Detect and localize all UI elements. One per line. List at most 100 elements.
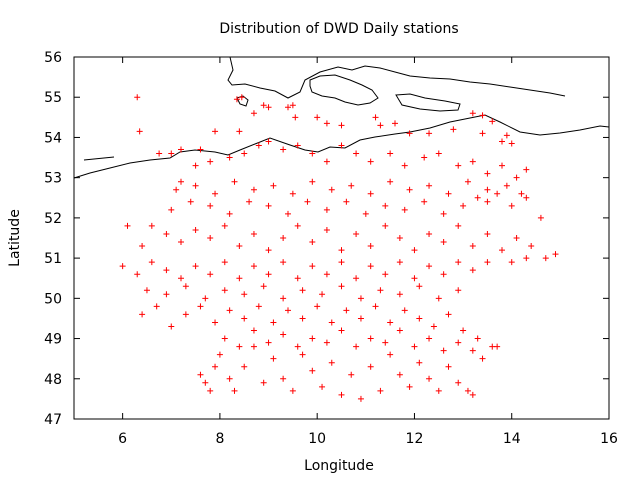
station-marker [479, 355, 486, 362]
station-marker [221, 335, 228, 342]
station-marker [241, 291, 248, 298]
station-marker [435, 387, 442, 394]
station-marker [484, 170, 491, 177]
station-marker [484, 186, 491, 193]
station-marker [484, 259, 491, 266]
station-marker [207, 271, 214, 278]
station-marker [401, 206, 408, 213]
station-marker [357, 315, 364, 322]
station-marker [299, 315, 306, 322]
station-marker [285, 210, 291, 217]
station-marker [197, 303, 204, 310]
station-marker [173, 186, 180, 193]
station-marker [508, 140, 515, 147]
station-marker [299, 351, 306, 358]
station-marker [455, 222, 462, 229]
station-marker [255, 142, 262, 149]
station-marker [241, 363, 248, 370]
station-marker [377, 122, 384, 129]
station-marker [367, 363, 374, 370]
station-marker [469, 391, 476, 398]
station-marker [396, 259, 403, 266]
station-marker [357, 295, 364, 302]
station-marker [178, 239, 184, 246]
station-marker [236, 128, 243, 135]
station-marker [499, 162, 505, 169]
station-marker [319, 291, 326, 298]
station-marker [323, 158, 330, 165]
station-marker [542, 255, 549, 262]
station-marker [392, 120, 398, 127]
station-marker [178, 146, 184, 153]
station-marker [338, 247, 345, 254]
station-marker [416, 315, 423, 322]
station-marker [134, 271, 141, 278]
station-marker [139, 311, 146, 318]
coastline-danish-island [309, 74, 379, 106]
station-marker [294, 142, 301, 149]
station-marker [338, 122, 345, 129]
station-marker [484, 230, 491, 237]
x-tick-label: 12 [406, 431, 424, 447]
station-marker [294, 343, 301, 350]
station-marker [309, 150, 316, 157]
station-marker [156, 150, 163, 157]
station-marker [323, 226, 330, 233]
coastline-north-sea [73, 114, 610, 179]
station-marker [387, 319, 394, 326]
station-marker [503, 182, 510, 189]
station-marker [469, 110, 476, 117]
station-marker [489, 118, 496, 125]
axis-ticks [73, 56, 610, 420]
station-marker [469, 243, 476, 250]
station-marker [523, 194, 530, 201]
station-marker [455, 162, 462, 169]
station-marker [265, 138, 272, 145]
station-marker [455, 379, 462, 386]
station-marker [231, 178, 238, 185]
station-marker [464, 387, 471, 394]
station-marker [440, 239, 447, 246]
y-tick-label: 53 [44, 171, 62, 187]
station-marker [187, 198, 194, 205]
station-marker [357, 395, 364, 402]
station-marker [523, 166, 530, 173]
coastline-frisian [83, 156, 115, 161]
x-tick-labels: 6 8 10 12 14 16 [118, 431, 618, 447]
station-marker [163, 291, 170, 298]
station-marker [455, 259, 462, 266]
station-marker [406, 130, 413, 137]
station-marker [207, 387, 214, 394]
station-marker [469, 347, 476, 354]
station-marker [148, 222, 155, 229]
station-marker [411, 247, 418, 254]
station-marker [192, 162, 199, 169]
station-marker [382, 202, 389, 209]
station-marker [212, 128, 219, 135]
station-marker [426, 130, 433, 137]
station-marker [207, 158, 214, 165]
station-marker [124, 222, 131, 229]
station-marker [362, 210, 369, 217]
station-marker [212, 319, 219, 326]
station-marker [377, 387, 384, 394]
station-marker [382, 339, 389, 346]
station-marker [396, 291, 403, 298]
station-marker [513, 235, 520, 241]
station-marker [387, 351, 394, 358]
station-marker [445, 190, 452, 197]
y-tick-label: 48 [44, 372, 62, 388]
station-marker [192, 226, 199, 233]
station-marker [207, 202, 214, 209]
station-marker [503, 132, 510, 139]
station-marker [387, 150, 394, 157]
station-marker [353, 343, 360, 350]
station-marker [338, 142, 345, 149]
station-marker [455, 287, 462, 294]
station-marker [236, 343, 243, 350]
station-marker [309, 335, 316, 342]
station-marker [411, 343, 418, 350]
station-marker [343, 307, 350, 314]
station-marker [348, 371, 355, 378]
